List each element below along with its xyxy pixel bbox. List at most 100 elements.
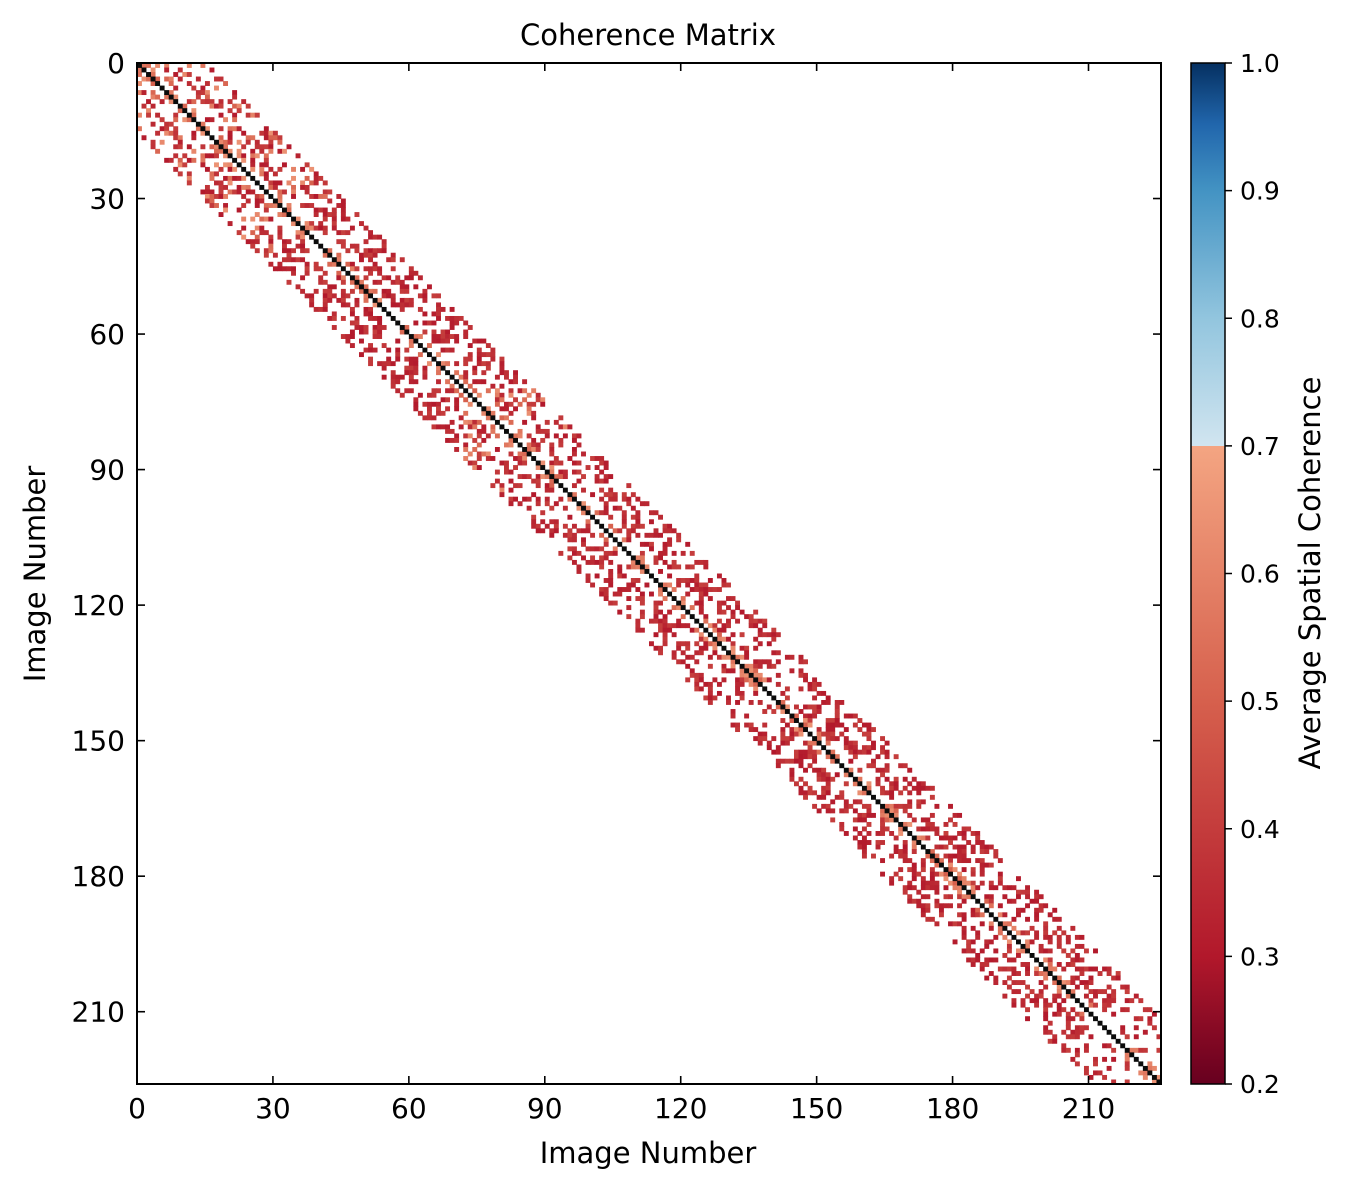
heat-cell [281, 243, 287, 249]
heat-cell [1093, 1002, 1098, 1008]
heat-cell [780, 699, 786, 705]
heat-cell [721, 668, 727, 674]
heat-cell [368, 266, 374, 272]
heat-cell [200, 189, 206, 195]
heat-cell [381, 288, 387, 294]
heat-cell [313, 171, 319, 177]
heat-cell [911, 776, 917, 782]
heat-cell [798, 785, 804, 791]
heat-cell [345, 248, 351, 254]
heat-cell [277, 135, 283, 141]
heat-cell [263, 126, 269, 132]
diagonal-cell [848, 772, 854, 778]
heat-cell [349, 288, 355, 294]
heat-cell [911, 817, 917, 823]
diagonal-cell [658, 582, 663, 588]
heat-cell [363, 225, 369, 231]
heat-cell [236, 108, 242, 114]
diagonal-cell [186, 112, 192, 118]
heat-cell [630, 582, 636, 588]
heat-cell [1065, 934, 1071, 940]
heat-cell [1025, 894, 1031, 900]
heat-cell [843, 799, 849, 805]
heat-cell [159, 139, 165, 145]
heat-cell [494, 433, 500, 439]
heat-cell [150, 94, 156, 100]
heat-cell [476, 347, 482, 353]
heat-cell [911, 867, 917, 873]
heat-cell [535, 447, 541, 452]
heat-cell [902, 853, 908, 859]
heat-cell [463, 361, 469, 367]
heat-cell [232, 103, 238, 109]
heat-cell [979, 867, 985, 873]
heat-cell [268, 144, 274, 150]
heat-cell [1025, 962, 1031, 967]
heat-cell [803, 740, 808, 746]
heat-cell [182, 72, 188, 77]
heat-cell [689, 578, 695, 583]
diagonal-cell [259, 184, 265, 190]
heat-cell [236, 126, 242, 132]
heat-cell [485, 456, 491, 461]
heat-cell [436, 311, 441, 317]
heat-cell [1093, 966, 1098, 972]
heat-cell [658, 550, 663, 556]
heat-cell [377, 361, 383, 367]
heat-cell [952, 921, 958, 927]
heat-cell [1002, 966, 1008, 972]
heat-cell [540, 460, 546, 466]
heat-cell [359, 288, 364, 294]
heat-cell [703, 591, 709, 597]
heat-cell [263, 203, 269, 208]
heat-cell [866, 812, 872, 818]
diagonal-cell [1142, 1065, 1148, 1071]
heat-cell [526, 401, 532, 407]
heat-cell [698, 591, 704, 597]
heat-cell [735, 654, 741, 660]
heat-cell [943, 844, 949, 850]
heat-cell [426, 320, 432, 326]
heat-cell [155, 112, 161, 118]
heat-cell [907, 799, 913, 805]
heat-cell [1124, 1007, 1130, 1013]
heat-cell [245, 135, 251, 141]
diagonal-cell [839, 763, 845, 769]
heat-cell [925, 835, 931, 841]
heat-cell [186, 72, 192, 77]
heat-cell [852, 826, 858, 832]
heat-cell [1029, 939, 1035, 945]
heat-cell [340, 297, 346, 303]
heat-cell [581, 555, 586, 561]
diagonal-cell [730, 654, 736, 660]
heat-cell [816, 731, 822, 737]
heat-cell [834, 704, 840, 710]
heat-cell [920, 799, 926, 805]
x-tick-label: 60 [391, 1092, 427, 1125]
heat-cell [1016, 894, 1021, 900]
heat-cell [898, 849, 904, 854]
heat-cell [658, 650, 663, 656]
heat-cell [929, 871, 935, 877]
heat-cell [861, 849, 867, 854]
heat-cell [662, 541, 668, 547]
heat-cell [309, 203, 315, 208]
heat-cell [340, 293, 346, 299]
heat-cell [689, 587, 695, 592]
diagonal-cell [929, 853, 935, 859]
heat-cell [726, 695, 731, 701]
chart-title: Coherence Matrix [520, 18, 776, 52]
heat-cell [730, 709, 736, 714]
heat-cell [1034, 889, 1040, 895]
heat-cell [250, 189, 256, 195]
diagonal-cell [535, 460, 541, 466]
heat-cell [272, 266, 278, 272]
heat-cell [508, 419, 514, 425]
heat-cell [585, 528, 591, 534]
heat-cell [907, 812, 913, 818]
diagonal-cell [993, 916, 999, 922]
heat-cell [467, 325, 473, 330]
heat-cell [1047, 1002, 1053, 1008]
heat-cell [871, 745, 876, 751]
heat-cell [408, 266, 414, 272]
